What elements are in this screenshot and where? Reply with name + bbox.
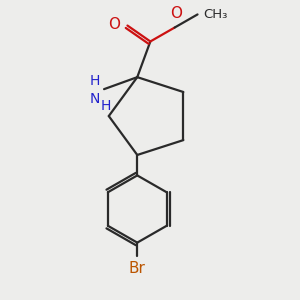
Text: N: N	[89, 92, 100, 106]
Text: O: O	[108, 16, 120, 32]
Text: H: H	[100, 99, 111, 113]
Text: O: O	[170, 6, 182, 21]
Text: Br: Br	[129, 261, 146, 276]
Text: CH₃: CH₃	[203, 8, 227, 21]
Text: H: H	[89, 74, 100, 88]
